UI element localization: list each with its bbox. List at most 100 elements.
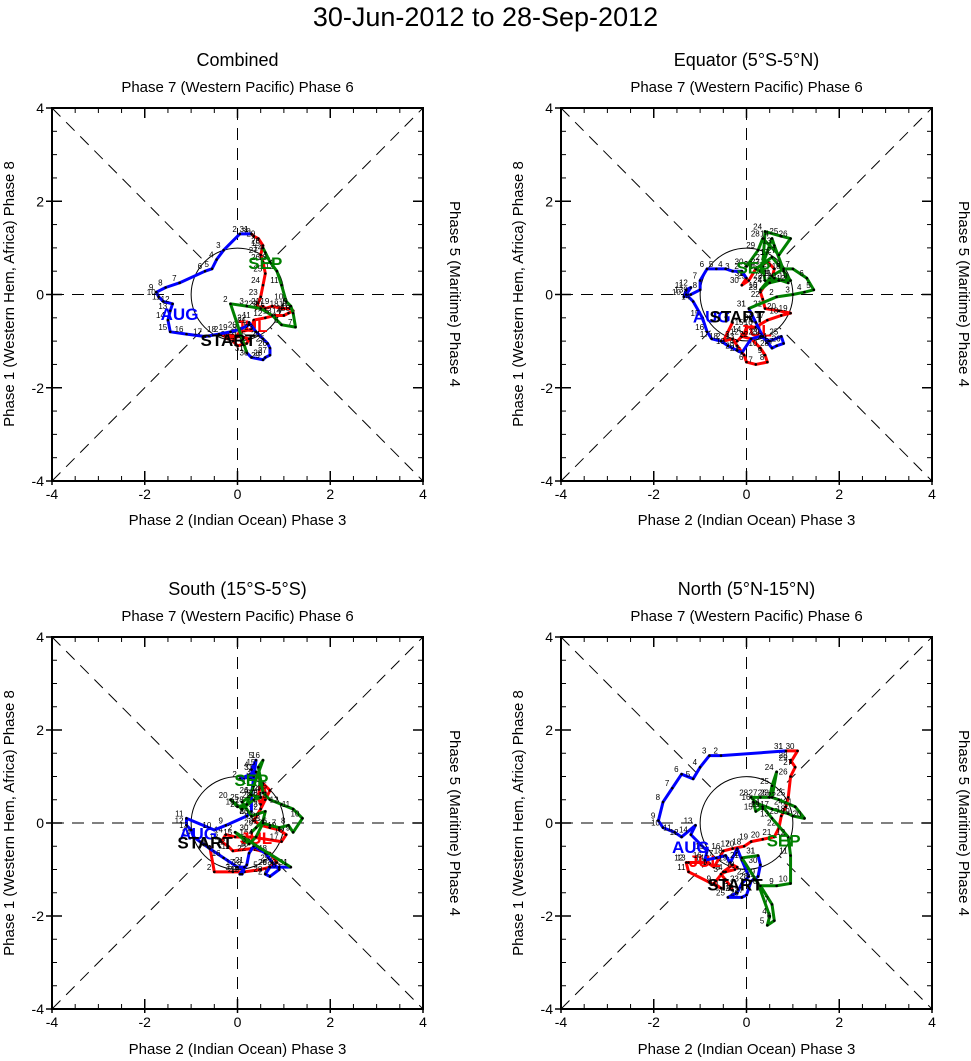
day-label: 21 (730, 851, 739, 860)
data-point (254, 758, 258, 762)
data-point (257, 237, 260, 240)
day-label: 18 (714, 847, 723, 856)
data-point (726, 896, 730, 899)
day-label: 19 (716, 337, 725, 346)
day-label: 3 (216, 241, 221, 250)
data-point (770, 817, 774, 820)
data-point (291, 311, 295, 315)
data-point (277, 826, 281, 829)
data-point (775, 770, 778, 774)
data-point (791, 293, 795, 296)
data-point (770, 237, 774, 240)
day-label: 27 (258, 867, 267, 876)
data-point (684, 288, 688, 292)
data-point (784, 749, 788, 753)
day-label: 1 (741, 299, 746, 308)
data-point (245, 803, 249, 806)
day-label: 28 (251, 237, 260, 246)
data-point (759, 346, 762, 350)
x-tick-label: -4 (555, 1014, 568, 1030)
data-point (719, 754, 723, 757)
day-label: 13 (209, 833, 218, 842)
data-point (168, 330, 172, 334)
data-point (219, 840, 223, 843)
data-point (740, 856, 744, 860)
data-point (786, 281, 790, 285)
day-label: 15 (158, 323, 167, 332)
day-label: 15 (735, 318, 744, 327)
day-label: 19 (781, 807, 790, 816)
day-label: 10 (709, 879, 718, 888)
day-label: 27 (767, 246, 776, 255)
data-point (250, 814, 253, 818)
day-label: 27 (253, 802, 262, 811)
day-label: 26 (758, 788, 767, 797)
data-point (291, 831, 295, 834)
data-point (217, 332, 221, 336)
day-label: 6 (700, 260, 705, 269)
data-point (178, 281, 181, 285)
day-label: 28 (251, 812, 260, 821)
y-tick-label: -4 (541, 1001, 554, 1017)
data-point (247, 842, 251, 846)
day-label: 6 (274, 316, 279, 325)
data-point (224, 833, 228, 836)
data-point (786, 835, 790, 839)
day-label: 2 (734, 849, 739, 858)
data-point (268, 260, 272, 264)
day-label: 23 (749, 327, 758, 336)
day-label: 21 (230, 800, 239, 809)
data-point (773, 244, 776, 247)
data-point (698, 279, 702, 282)
day-label: 22 (767, 819, 776, 828)
day-label: 3 (714, 865, 719, 874)
day-label: 19 (226, 798, 235, 807)
day-label: 4 (693, 758, 698, 767)
day-label: 11 (663, 823, 672, 832)
data-point (231, 870, 235, 874)
day-label: 18 (709, 332, 718, 341)
data-point (287, 311, 290, 315)
day-label: 27 (735, 886, 744, 895)
data-point (768, 914, 771, 918)
data-point (710, 337, 714, 341)
data-point (747, 875, 751, 878)
data-point (673, 831, 676, 834)
day-label: 23 (760, 788, 769, 797)
day-label: 29 (244, 819, 253, 828)
data-point (770, 784, 774, 788)
day-label: 19 (779, 272, 788, 281)
data-point (245, 304, 249, 308)
series-line-sep (745, 230, 816, 310)
day-label: 14 (679, 826, 688, 835)
panel-title: South (15°S-5°S) (168, 579, 306, 599)
data-point (789, 279, 792, 282)
data-point (777, 309, 781, 313)
data-point (289, 865, 293, 869)
day-label: 2 (716, 332, 721, 341)
data-point (185, 332, 188, 336)
day-label: 29 (258, 858, 267, 867)
day-label: 26 (779, 230, 788, 239)
data-point (740, 351, 744, 355)
day-label: 6 (263, 816, 268, 825)
day-label: 13 (179, 821, 188, 830)
data-point (701, 316, 704, 320)
day-label: 4 (797, 283, 802, 292)
day-label: 31 (746, 847, 755, 856)
data-point (728, 861, 732, 864)
day-label: 12 (776, 274, 785, 283)
day-label: 25 (760, 777, 769, 786)
data-point (742, 332, 746, 336)
day-label: 11 (677, 863, 686, 872)
data-point (715, 856, 718, 860)
day-label: 21 (783, 798, 792, 807)
day-label: 14 (732, 325, 741, 334)
x-tick-label: -2 (648, 486, 661, 502)
day-label: 13 (762, 237, 771, 246)
day-label: 12 (175, 816, 184, 825)
data-point (722, 870, 725, 874)
top-axis-label: Phase 7 (Western Pacific) Phase 6 (121, 79, 353, 96)
data-point (724, 267, 727, 271)
data-point (289, 304, 293, 308)
